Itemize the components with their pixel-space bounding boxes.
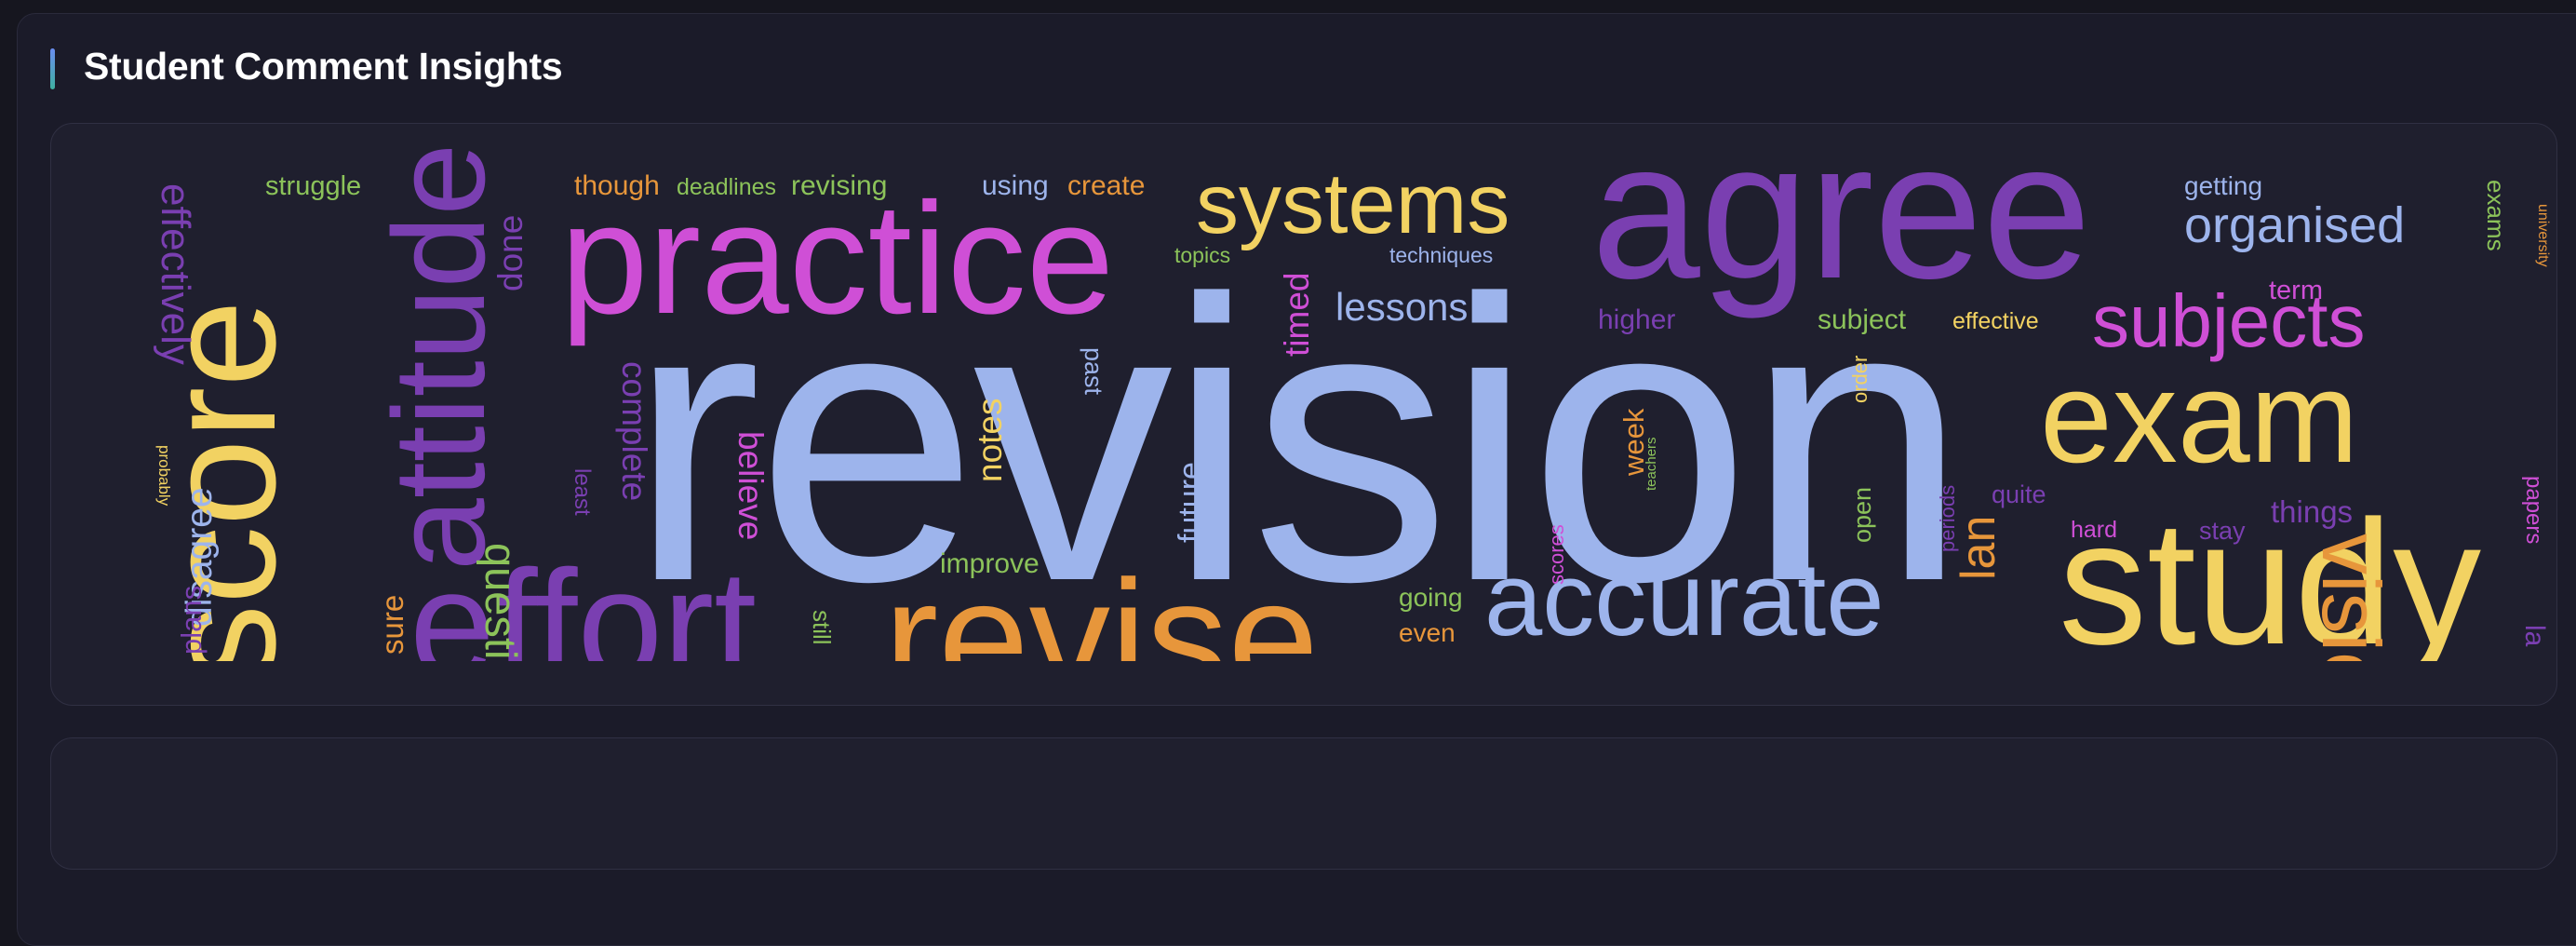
cloud-word: done <box>491 214 530 291</box>
cloud-word: subject <box>1818 304 1907 335</box>
cloud-word: improve <box>940 548 1040 579</box>
cloud-word: going <box>1399 583 1463 612</box>
cloud-word: la <box>2519 625 2550 647</box>
cloud-word: complete <box>615 361 653 502</box>
cloud-word: scores <box>1545 524 1568 585</box>
cloud-word: past <box>1080 347 1107 396</box>
word-cloud-card: revision agree study practice score revi… <box>50 123 2557 706</box>
cloud-word: systems <box>1196 156 1510 251</box>
cloud-word: deadlines <box>677 174 777 200</box>
cloud-word: hard <box>2071 517 2118 543</box>
cloud-word: sure <box>375 594 409 655</box>
cloud-word: even <box>1399 618 1456 647</box>
cloud-word: techniques <box>1389 243 1494 267</box>
secondary-card <box>50 737 2557 870</box>
cloud-word: order <box>1848 355 1872 403</box>
cloud-word: attitude <box>366 142 512 571</box>
cloud-word: exam <box>2040 344 2359 490</box>
word-cloud: revision agree study practice score revi… <box>102 124 2556 662</box>
cloud-word: effective <box>1952 308 2039 334</box>
cloud-word: open <box>1848 486 1876 543</box>
cloud-word: getting <box>2184 171 2263 200</box>
cloud-word: lessons <box>1335 285 1469 329</box>
cloud-word: study <box>2059 484 2482 661</box>
cloud-word: lan <box>1952 515 2006 580</box>
cloud-word: believe <box>731 431 770 541</box>
cloud-word: term <box>2269 276 2323 305</box>
title-accent-bar <box>50 48 55 89</box>
cloud-word: organised <box>2184 197 2406 253</box>
cloud-word: probably <box>155 445 173 507</box>
cloud-word: accurate <box>1484 541 1885 657</box>
cloud-word: quite <box>1992 480 2046 508</box>
cloud-word: things <box>2271 494 2354 529</box>
cloud-word: periods <box>1936 484 1959 552</box>
cloud-word: higher <box>1598 304 1676 335</box>
cloud-word: still <box>808 610 836 645</box>
cloud-word: timed <box>1278 272 1316 357</box>
cloud-word: subjects <box>2092 279 2366 362</box>
cloud-word: revision <box>628 218 1968 661</box>
page-title: Student Comment Insights <box>84 45 563 88</box>
cloud-word: practice <box>560 170 1115 347</box>
cloud-word: effort <box>409 538 758 662</box>
cloud-word: plans <box>175 585 208 655</box>
cloud-word: teachers <box>1644 437 1659 491</box>
cloud-word: topics <box>1174 243 1231 267</box>
cloud-word: using <box>982 170 1049 201</box>
cloud-word: create <box>1067 170 1146 201</box>
cloud-word: stay <box>2199 517 2246 545</box>
cloud-word: least <box>570 468 595 516</box>
cloud-word: questions <box>476 543 526 661</box>
cloud-word: agree <box>1591 124 2092 319</box>
cloud-word: exams <box>2482 180 2510 251</box>
cloud-word: vision <box>2305 534 2397 661</box>
cloud-word: though <box>574 170 660 201</box>
cloud-word: notes <box>971 398 1009 482</box>
cloud-word: struggle <box>265 171 362 201</box>
cloud-word: revise <box>884 547 1319 661</box>
cloud-word: future <box>1173 462 1208 543</box>
cloud-word: university <box>2535 204 2551 267</box>
cloud-word: papers <box>2521 476 2546 545</box>
cloud-word: effectively <box>153 183 198 365</box>
cloud-word: revising <box>791 170 888 201</box>
